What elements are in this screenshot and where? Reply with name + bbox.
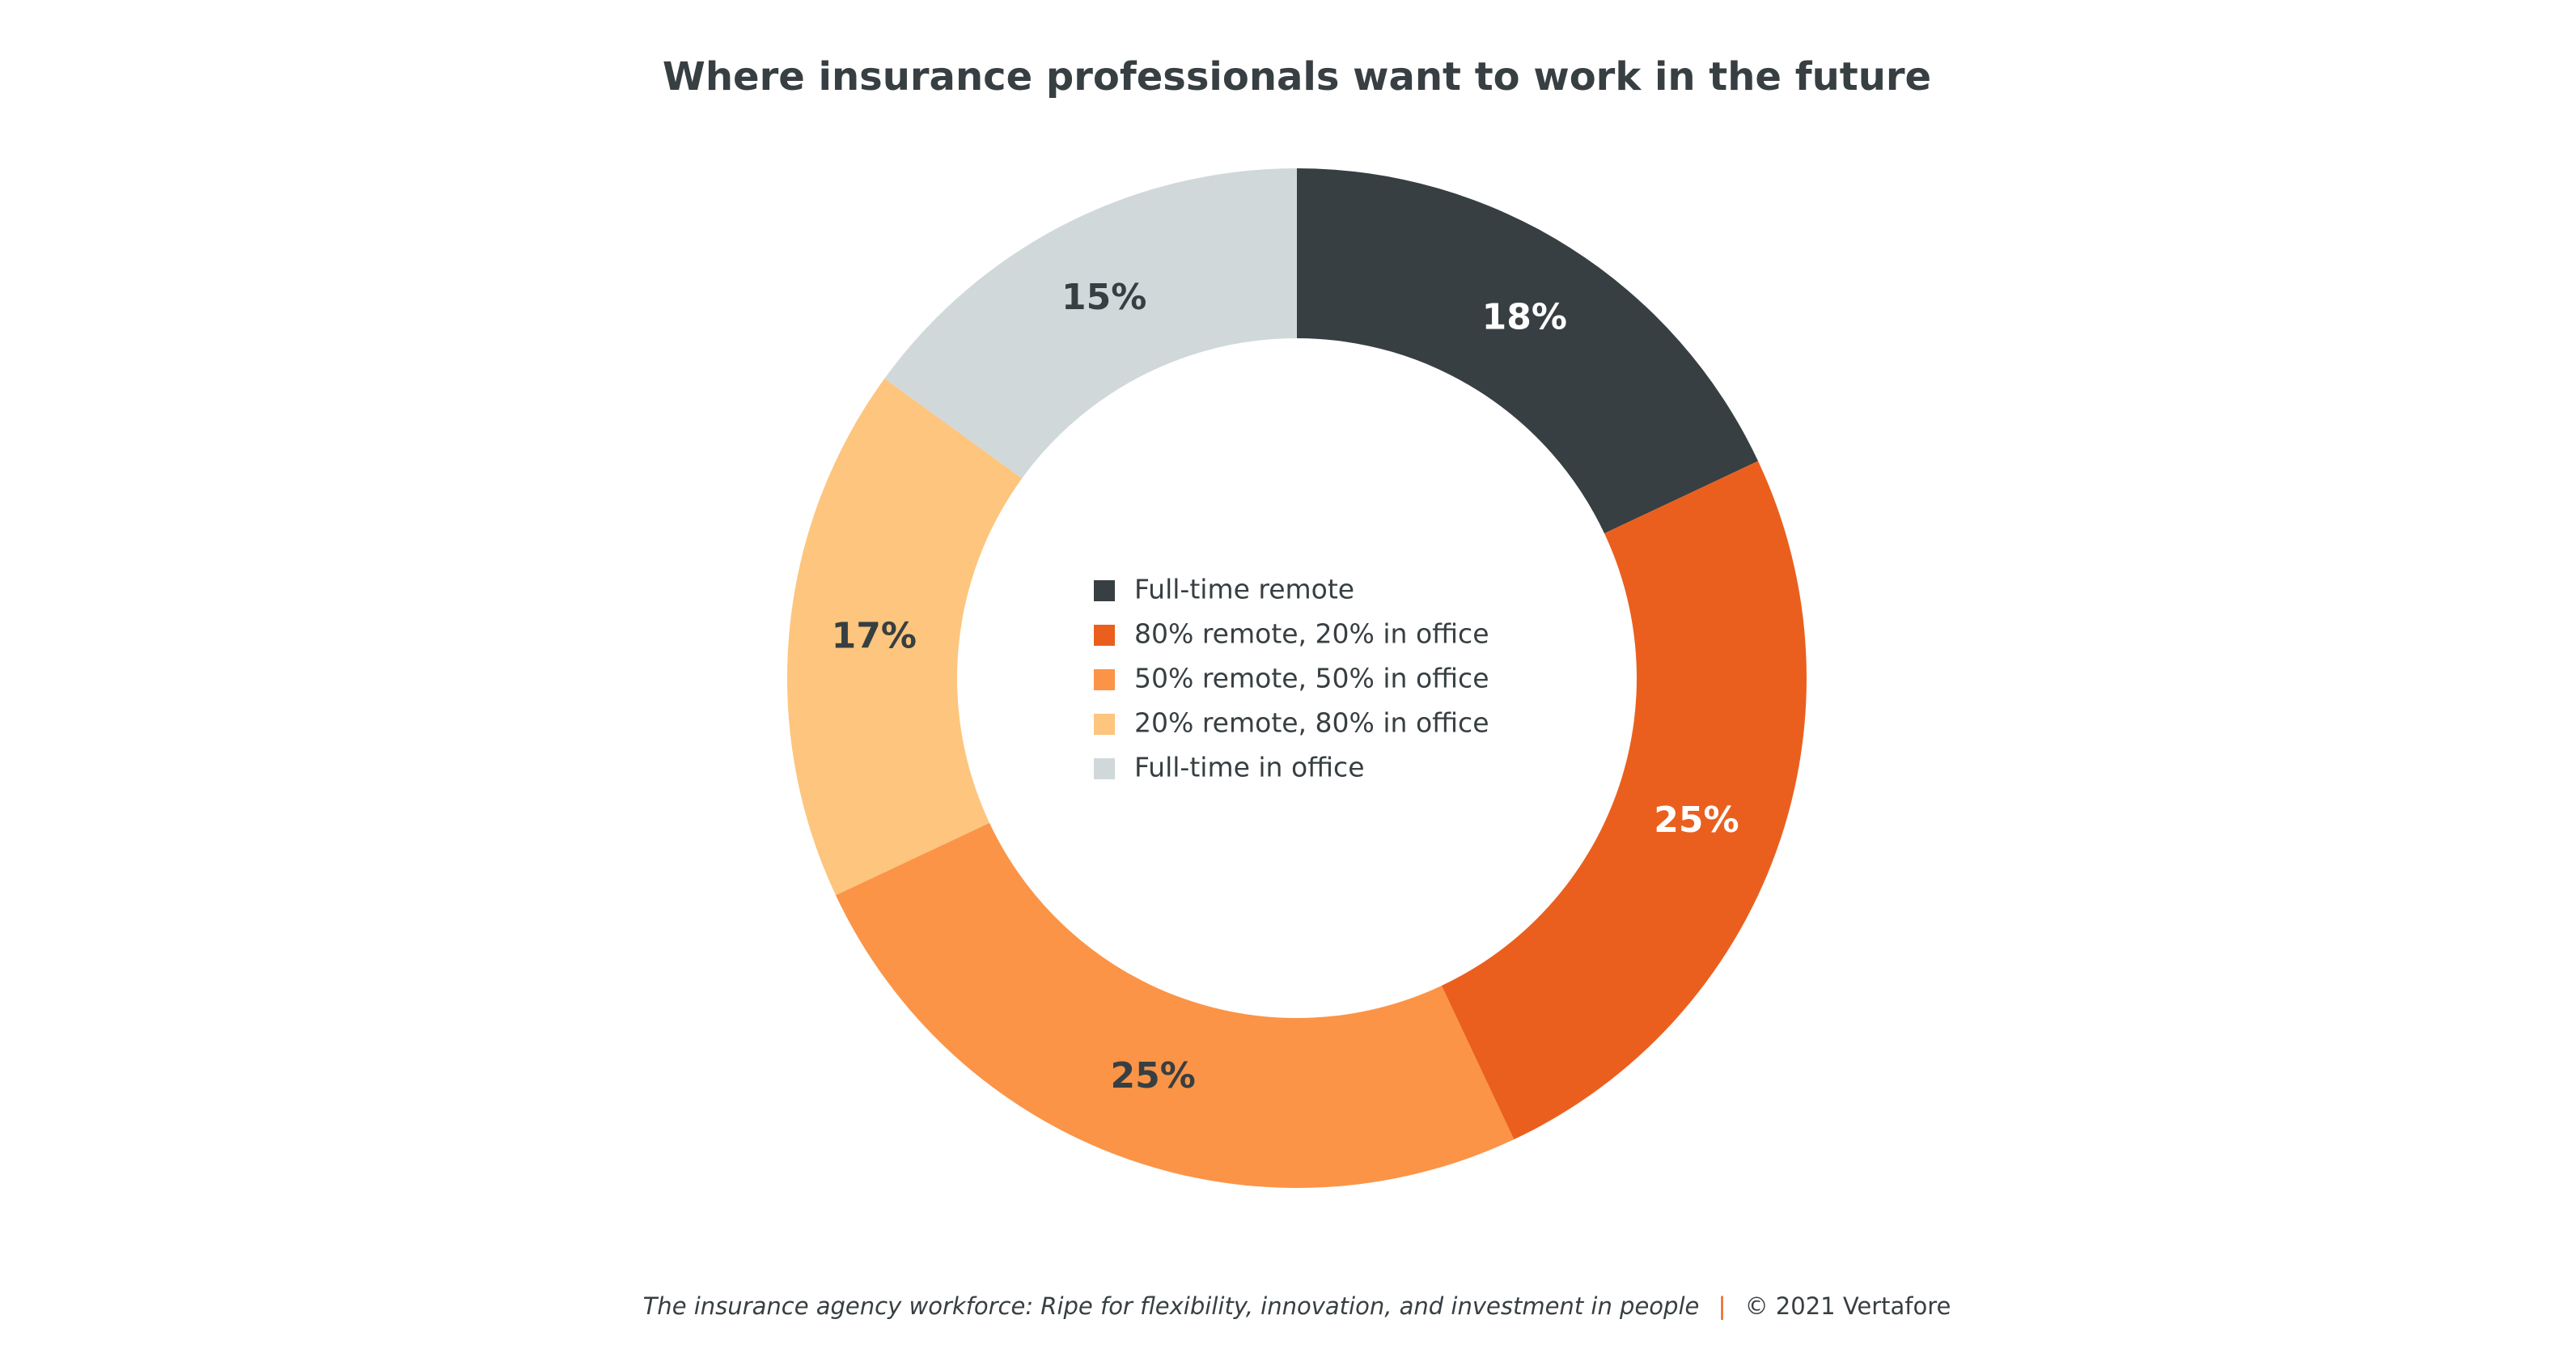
data-label: 17% bbox=[832, 616, 917, 657]
legend-swatch bbox=[1094, 625, 1115, 646]
data-label: 25% bbox=[1110, 1055, 1195, 1097]
separator: | bbox=[1718, 1292, 1727, 1320]
slice bbox=[1441, 460, 1807, 1140]
source: The insurance agency workforce: Ripe for… bbox=[643, 1292, 1700, 1320]
data-label: 18% bbox=[1482, 297, 1567, 338]
data-label: 25% bbox=[1654, 800, 1739, 841]
slice bbox=[884, 168, 1297, 479]
legend-label: 20% remote, 80% in office bbox=[1134, 707, 1489, 739]
footer: The insurance agency workforce: Ripe for… bbox=[643, 1292, 1951, 1320]
slice bbox=[787, 378, 1023, 896]
slice bbox=[1297, 168, 1759, 534]
legend-label: Full-time in office bbox=[1134, 752, 1365, 783]
copyright: © 2021 Vertafore bbox=[1745, 1292, 1951, 1320]
legend-swatch bbox=[1094, 758, 1115, 779]
chart-title: Where insurance professionals want to wo… bbox=[663, 54, 1931, 100]
legend-swatch bbox=[1094, 580, 1115, 601]
legend-label: Full-time remote bbox=[1134, 574, 1354, 605]
legend-swatch bbox=[1094, 669, 1115, 690]
slice bbox=[835, 822, 1515, 1188]
legend-label: 80% remote, 20% in office bbox=[1134, 618, 1489, 650]
legend-swatch bbox=[1094, 714, 1115, 735]
legend-label: 50% remote, 50% in office bbox=[1134, 663, 1489, 694]
data-label: 15% bbox=[1061, 277, 1146, 318]
